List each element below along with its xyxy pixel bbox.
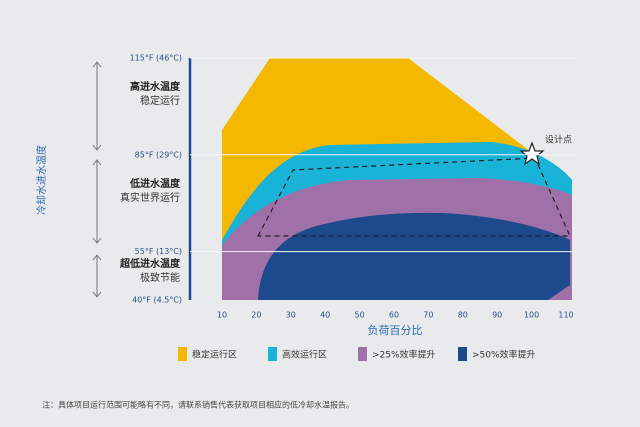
- x-tick-label: 90: [492, 311, 502, 320]
- design-point: [519, 141, 545, 166]
- x-tick-label: 70: [423, 311, 433, 320]
- design-point-label: 设计点: [545, 134, 572, 146]
- x-tick-label: 30: [286, 311, 296, 320]
- legend-label: 稳定运行区: [192, 349, 237, 361]
- y-tick-label: 85°F (29°C): [135, 150, 182, 159]
- x-tick-label: 110: [558, 311, 573, 320]
- y-tick-label: 115°F (46°C): [130, 54, 182, 63]
- x-tick-label: 60: [389, 311, 399, 320]
- zone-subtitle: 稳定运行: [140, 94, 180, 107]
- x-tick-label: 100: [524, 311, 539, 320]
- legend-swatch: [178, 347, 187, 361]
- legend-swatch: [458, 347, 467, 361]
- regions: [222, 58, 572, 300]
- x-tick-label: 40: [320, 311, 330, 320]
- y-tick-label: 55°F (13°C): [135, 247, 182, 256]
- zone-subtitle: 真实世界运行: [120, 191, 180, 204]
- legend-swatch: [358, 347, 367, 361]
- zone-title: 超低进水温度: [119, 257, 181, 270]
- zone-title: 低进水温度: [129, 177, 181, 190]
- x-axis-label: 负荷百分比: [368, 323, 423, 337]
- zone-subtitle: 极致节能: [140, 271, 180, 284]
- y-axis-label: 冷却水进水温度: [35, 145, 48, 215]
- legend-swatch: [268, 347, 277, 361]
- x-tick-label: 50: [355, 311, 365, 320]
- x-tick-label: 10: [217, 311, 227, 320]
- y-tick-label: 40°F (4.5°C): [132, 296, 182, 305]
- legend-label: >50%效率提升: [472, 349, 536, 361]
- zone-title: 高进水温度: [130, 80, 181, 93]
- x-tick-label: 80: [458, 311, 468, 320]
- footnote: 注：具体项目运行范围可能略有不同，请联系销售代表获取项目相应的低冷却水温报告。: [42, 400, 354, 410]
- region-50: [258, 212, 570, 300]
- x-tick-label: 20: [251, 311, 261, 320]
- range-arrows: [92, 61, 102, 298]
- legend-label: >25%效率提升: [372, 349, 436, 361]
- legend-label: 高效运行区: [282, 349, 327, 361]
